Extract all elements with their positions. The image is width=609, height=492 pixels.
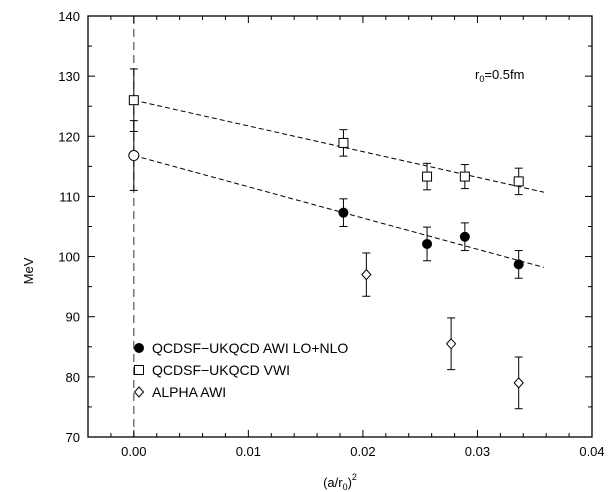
data-point-0 <box>459 231 470 242</box>
legend-marker-open-diamond <box>133 386 145 398</box>
y-tick-label: 110 <box>59 189 80 204</box>
r0-annotation-main: r <box>475 67 480 82</box>
legend-item-vwi: QCDSF−UKQCD VWI <box>134 362 290 378</box>
x-axis-label: (a/r0)2 <box>323 472 357 492</box>
legend-marker-filled-circle <box>134 343 144 353</box>
r0-annotation: r0=0.5fm <box>475 67 524 84</box>
data-point-2 <box>361 268 372 281</box>
x-tick-label: 0.04 <box>579 444 604 459</box>
y-tick-label: 100 <box>58 250 80 265</box>
data-point-1 <box>338 137 349 148</box>
r0-annotation-sub: 0 <box>479 74 484 84</box>
data-point-1 <box>422 171 433 182</box>
legend-label-alpha: ALPHA AWI <box>152 384 226 400</box>
data-point-2 <box>445 338 457 350</box>
extrapolated-point-0 <box>128 150 140 162</box>
x-axis-label-sub: 0 <box>343 482 348 492</box>
r0-annotation-tail: =0.5fm <box>484 67 524 82</box>
data-point-1 <box>513 176 524 187</box>
y-tick-label: 80 <box>66 370 80 385</box>
data-point-0 <box>422 238 433 249</box>
data-point-0 <box>513 259 524 270</box>
data-point-0 <box>338 207 349 218</box>
y-tick-label: 70 <box>66 430 80 445</box>
legend-label-awi: QCDSF−UKQCD AWI LO+NLO <box>152 340 348 356</box>
y-tick-label: 130 <box>58 69 80 84</box>
legend-item-awi: QCDSF−UKQCD AWI LO+NLO <box>134 340 348 356</box>
data-point-2 <box>513 377 524 389</box>
x-tick-label: 0.03 <box>465 444 490 459</box>
extrapolated-point-1 <box>128 95 139 106</box>
y-tick-label: 120 <box>58 129 80 144</box>
x-tick-label: 0.00 <box>121 444 146 459</box>
x-axis-label-sup: 2 <box>352 472 357 482</box>
axis-ticks: 0.00 0.01 0.02 0.03 0.04 70 80 90 100 110 120 130 14… <box>58 9 604 459</box>
y-tick-label: 140 <box>58 9 80 24</box>
legend-marker-open-square <box>134 365 144 375</box>
data-point-1 <box>459 171 470 182</box>
x-axis-label-main: (a/r <box>323 475 343 490</box>
y-axis-label: MeV <box>21 257 36 284</box>
legend-label-vwi: QCDSF−UKQCD VWI <box>152 362 290 378</box>
x-tick-label: 0.01 <box>236 444 261 459</box>
legend: QCDSF−UKQCD AWI LO+NLO QCDSF−UKQCD VWI A… <box>133 340 348 400</box>
y-tick-label: 90 <box>66 310 80 325</box>
x-axis-label-tail: ) <box>348 475 352 490</box>
legend-item-alpha: ALPHA AWI <box>133 384 226 400</box>
data-marks <box>128 68 524 410</box>
x-tick-label: 0.02 <box>350 444 375 459</box>
